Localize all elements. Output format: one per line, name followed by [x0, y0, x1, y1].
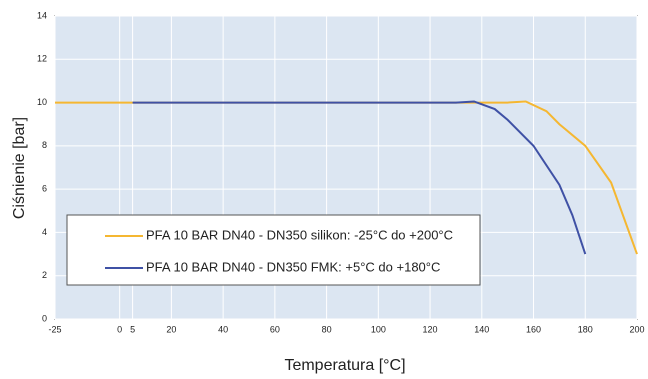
y-tick-label: 8 — [42, 140, 47, 150]
x-tick-label: 100 — [371, 324, 386, 334]
legend-label: PFA 10 BAR DN40 - DN350 silikon: -25°C d… — [146, 227, 453, 242]
x-tick-label: 0 — [117, 324, 122, 334]
y-tick-label: 6 — [42, 184, 47, 194]
y-tick-label: 12 — [37, 54, 47, 64]
x-tick-label: 180 — [578, 324, 593, 334]
y-tick-label: 14 — [37, 10, 47, 20]
x-tick-label: 120 — [423, 324, 438, 334]
y-axis-label: Ciśnienie [bar] — [11, 117, 28, 219]
y-tick-label: 0 — [42, 313, 47, 323]
legend — [66, 214, 481, 286]
x-tick-label: 5 — [130, 324, 135, 334]
y-tick-label: 2 — [42, 270, 47, 280]
x-tick-label: 80 — [322, 324, 332, 334]
x-tick-label: 20 — [166, 324, 176, 334]
y-tick-label: 4 — [42, 227, 47, 237]
legend-label: PFA 10 BAR DN40 - DN350 FMK: +5°C do +18… — [146, 259, 440, 274]
line — [132, 100, 587, 255]
x-tick-label: 200 — [629, 324, 644, 334]
x-axis-label: Temperatura [°C] — [284, 357, 405, 374]
x-tick-label: 140 — [474, 324, 489, 334]
x-tick-label: 60 — [270, 324, 280, 334]
x-tick-label: 40 — [218, 324, 228, 334]
y-tick-label: 10 — [37, 97, 47, 107]
x-tick-label: 160 — [526, 324, 541, 334]
x-tick-label: -25 — [48, 324, 61, 334]
